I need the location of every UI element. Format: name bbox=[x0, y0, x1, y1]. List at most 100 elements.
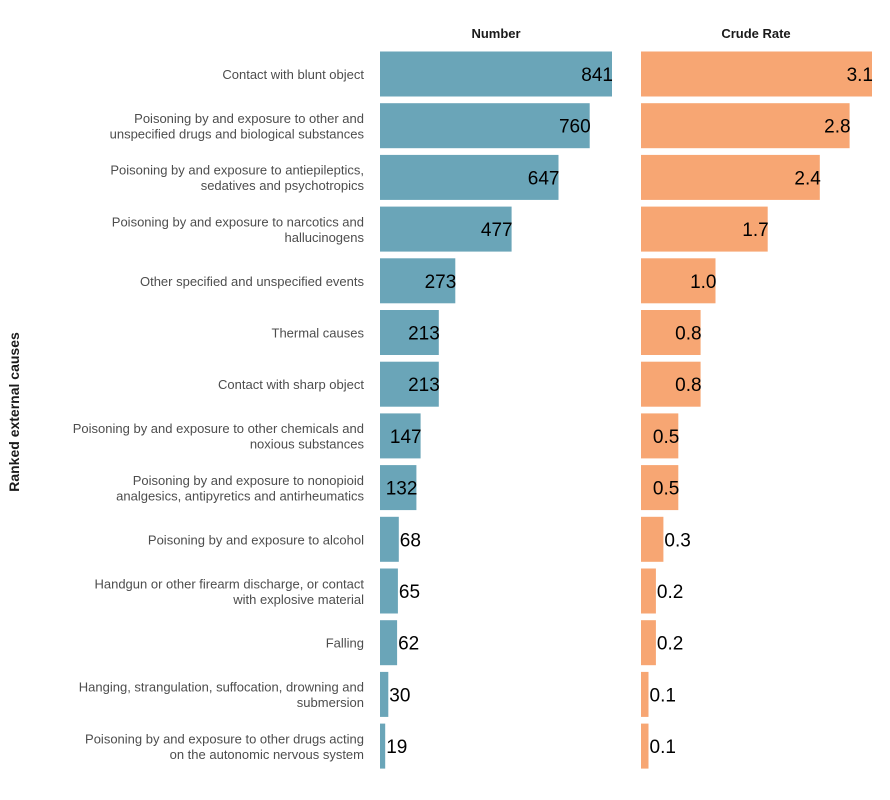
data-label: 3.1 bbox=[847, 65, 873, 86]
panel-1: Crude Rate 3.1 2.8 2.4 1.7 1.0 0.8 0.8 0.5 0.5 0.3… bbox=[641, 26, 873, 769]
bar bbox=[641, 516, 664, 562]
category-label: Poisoning by and exposure to alcohol bbox=[148, 532, 364, 547]
category-label: Other specified and unspecified events bbox=[140, 274, 365, 289]
category-label-line: submersion bbox=[297, 695, 364, 710]
category-label-line: analgesics, antipyretics and antirheumat… bbox=[116, 488, 364, 503]
data-label: 0.5 bbox=[653, 479, 679, 500]
bar bbox=[380, 723, 386, 769]
bar bbox=[380, 154, 559, 200]
category-label-line: Poisoning by and exposure to other and bbox=[134, 111, 364, 126]
category-label-line: on the autonomic nervous system bbox=[170, 747, 364, 762]
data-label: 841 bbox=[581, 65, 613, 86]
category-label-line: Poisoning by and exposure to antiepilept… bbox=[110, 163, 364, 178]
category-label-line: Poisoning by and exposure to nonopioid bbox=[133, 473, 364, 488]
bar bbox=[641, 723, 649, 769]
bar bbox=[380, 465, 417, 511]
category-label-line: Poisoning by and exposure to other chemi… bbox=[73, 421, 364, 436]
bar bbox=[380, 103, 590, 149]
bar bbox=[641, 310, 701, 355]
category-label: Poisoning by and exposure to nonopioid an… bbox=[116, 473, 364, 504]
bar bbox=[641, 620, 656, 666]
bar bbox=[380, 51, 612, 97]
bar bbox=[380, 413, 421, 459]
data-label: 68 bbox=[400, 530, 421, 551]
y-axis-title: Ranked external causes bbox=[6, 332, 22, 492]
bar bbox=[641, 413, 679, 459]
bar bbox=[380, 671, 389, 717]
data-label: 760 bbox=[559, 117, 591, 138]
data-label: 0.8 bbox=[675, 324, 701, 345]
data-label: 1.7 bbox=[742, 220, 768, 241]
bar bbox=[380, 310, 439, 355]
category-label-line: Poisoning by and exposure to narcotics a… bbox=[112, 214, 364, 229]
data-label: 213 bbox=[408, 375, 440, 396]
panel-title: Crude Rate bbox=[721, 26, 790, 41]
data-label: 2.4 bbox=[794, 168, 821, 189]
category-label: Thermal causes bbox=[272, 326, 365, 341]
category-label-line: Poisoning by and exposure to other drugs… bbox=[85, 731, 364, 746]
category-label-line: unspecified drugs and biological substan… bbox=[110, 126, 365, 141]
category-label-line: Contact with sharp object bbox=[218, 377, 364, 392]
bar bbox=[641, 51, 872, 97]
category-label-line: Falling bbox=[326, 636, 364, 651]
bar bbox=[641, 154, 820, 200]
category-label: Handgun or other firearm discharge, or c… bbox=[94, 576, 364, 607]
bar bbox=[641, 103, 850, 149]
data-label: 0.1 bbox=[650, 685, 676, 706]
category-label: Contact with blunt object bbox=[222, 67, 364, 82]
bar bbox=[380, 361, 439, 407]
data-label: 65 bbox=[399, 582, 420, 603]
category-labels: Contact with blunt object Poisoning by an… bbox=[73, 67, 365, 762]
category-label: Contact with sharp object bbox=[218, 377, 364, 392]
data-label: 2.8 bbox=[824, 117, 850, 138]
data-label: 1.0 bbox=[690, 272, 716, 293]
category-label-line: Contact with blunt object bbox=[222, 67, 364, 82]
panels: Number 841 760 647 477 273 213 213 147 132 68 65 62 3… bbox=[380, 26, 873, 769]
bar bbox=[380, 568, 398, 614]
data-label: 62 bbox=[398, 634, 419, 655]
data-label: 0.2 bbox=[657, 582, 683, 603]
data-label: 0.8 bbox=[675, 375, 701, 396]
panel-0: Number 841 760 647 477 273 213 213 147 132 68 65 62 3… bbox=[380, 26, 613, 769]
category-label: Poisoning by and exposure to other drugs… bbox=[85, 731, 364, 762]
category-label: Poisoning by and exposure to narcotics a… bbox=[112, 214, 365, 245]
data-label: 273 bbox=[425, 272, 457, 293]
bar bbox=[380, 620, 398, 666]
data-label: 647 bbox=[528, 168, 560, 189]
category-label-line: Poisoning by and exposure to alcohol bbox=[148, 532, 364, 547]
bar bbox=[380, 258, 456, 304]
bar bbox=[380, 206, 512, 252]
category-label-line: Handgun or other firearm discharge, or c… bbox=[94, 576, 364, 591]
category-label-line: hallucinogens bbox=[284, 230, 364, 245]
data-label: 0.3 bbox=[664, 530, 690, 551]
category-label-line: with explosive material bbox=[232, 592, 364, 607]
bar bbox=[641, 258, 716, 304]
panel-title: Number bbox=[471, 26, 520, 41]
bar bbox=[641, 206, 768, 252]
data-label: 132 bbox=[386, 479, 418, 500]
category-label-line: Other specified and unspecified events bbox=[140, 274, 365, 289]
category-label-line: sedatives and psychotropics bbox=[201, 178, 365, 193]
category-label: Poisoning by and exposure to other and un… bbox=[110, 111, 365, 141]
data-label: 477 bbox=[481, 220, 513, 241]
data-label: 30 bbox=[389, 685, 410, 706]
bar bbox=[641, 361, 701, 407]
category-label-line: Hanging, strangulation, suffocation, dro… bbox=[79, 680, 364, 695]
category-label: Hanging, strangulation, suffocation, dro… bbox=[79, 680, 364, 711]
data-label: 0.1 bbox=[650, 737, 676, 758]
data-label: 147 bbox=[390, 427, 422, 448]
data-label: 213 bbox=[408, 324, 440, 345]
bar bbox=[641, 465, 679, 511]
bar bbox=[641, 671, 649, 717]
data-label: 19 bbox=[386, 737, 407, 758]
category-label-line: Thermal causes bbox=[272, 326, 365, 341]
category-label-line: noxious substances bbox=[250, 437, 365, 452]
bar bbox=[641, 568, 656, 614]
category-label: Poisoning by and exposure to antiepilept… bbox=[110, 163, 364, 194]
bar bbox=[380, 516, 399, 562]
data-label: 0.2 bbox=[657, 634, 683, 655]
category-label: Falling bbox=[326, 636, 364, 651]
data-label: 0.5 bbox=[653, 427, 679, 448]
category-label: Poisoning by and exposure to other chemi… bbox=[73, 421, 365, 452]
